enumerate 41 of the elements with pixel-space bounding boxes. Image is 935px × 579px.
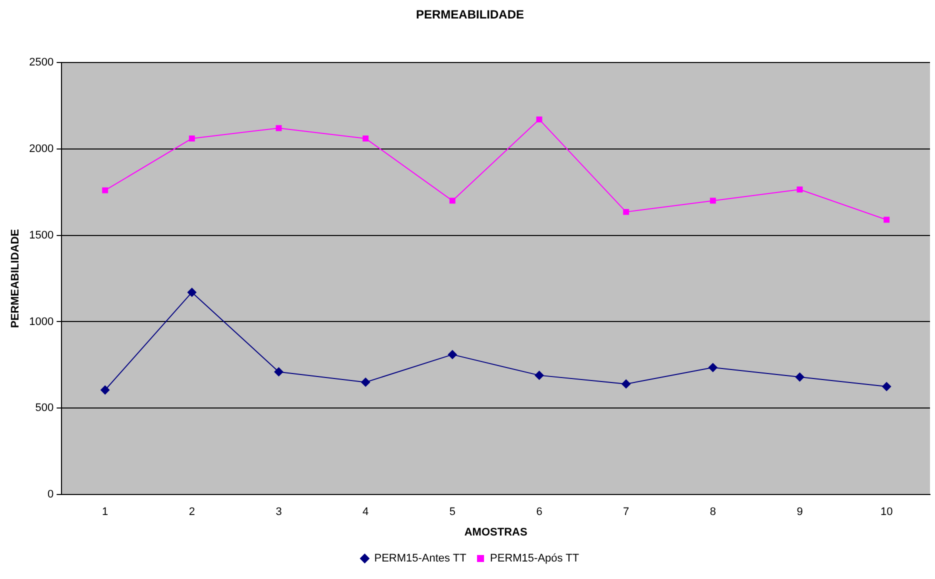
point	[622, 379, 631, 388]
point	[187, 288, 196, 297]
point	[362, 135, 369, 142]
legend-label: PERM15-Após TT	[490, 552, 580, 565]
x-tick-label: 5	[449, 506, 456, 518]
y-tick-label: 2000	[29, 142, 54, 155]
x-axis-title: AMOSTRAS	[464, 526, 528, 538]
x-tick-label: 9	[796, 506, 803, 518]
point	[710, 198, 716, 204]
x-tick-label: 4	[362, 506, 369, 518]
point	[276, 125, 282, 132]
point	[361, 378, 370, 387]
point	[708, 363, 718, 372]
point	[795, 372, 804, 382]
x-tick-label: 8	[710, 506, 716, 518]
x-tick-label: 10	[880, 506, 893, 518]
point	[100, 386, 110, 395]
legend-label: PERM15-Antes TT	[374, 552, 467, 565]
point	[188, 135, 195, 142]
y-tick-label: 0	[48, 488, 54, 501]
y-axis-title: PERMEABILIDADE	[10, 228, 22, 328]
x-tick-label: 3	[276, 506, 282, 518]
x-tick-label: 1	[102, 506, 108, 518]
point	[536, 116, 542, 122]
x-tick-label: 2	[188, 506, 195, 518]
point	[102, 187, 108, 194]
y-tick-label: 1500	[29, 229, 54, 242]
point	[449, 198, 456, 204]
point	[623, 208, 630, 215]
x-tick-label: 6	[536, 506, 542, 518]
point	[796, 186, 803, 192]
point	[274, 367, 284, 376]
x-tick-label: 7	[623, 506, 630, 518]
point	[884, 216, 890, 223]
chart-title: PERMEABILIDADE	[416, 8, 524, 22]
y-tick-label: 500	[35, 402, 54, 414]
y-tick-label: 1000	[29, 316, 54, 328]
point	[448, 350, 457, 360]
point	[882, 382, 892, 392]
y-tick-label: 2500	[29, 56, 54, 68]
point	[534, 370, 544, 380]
